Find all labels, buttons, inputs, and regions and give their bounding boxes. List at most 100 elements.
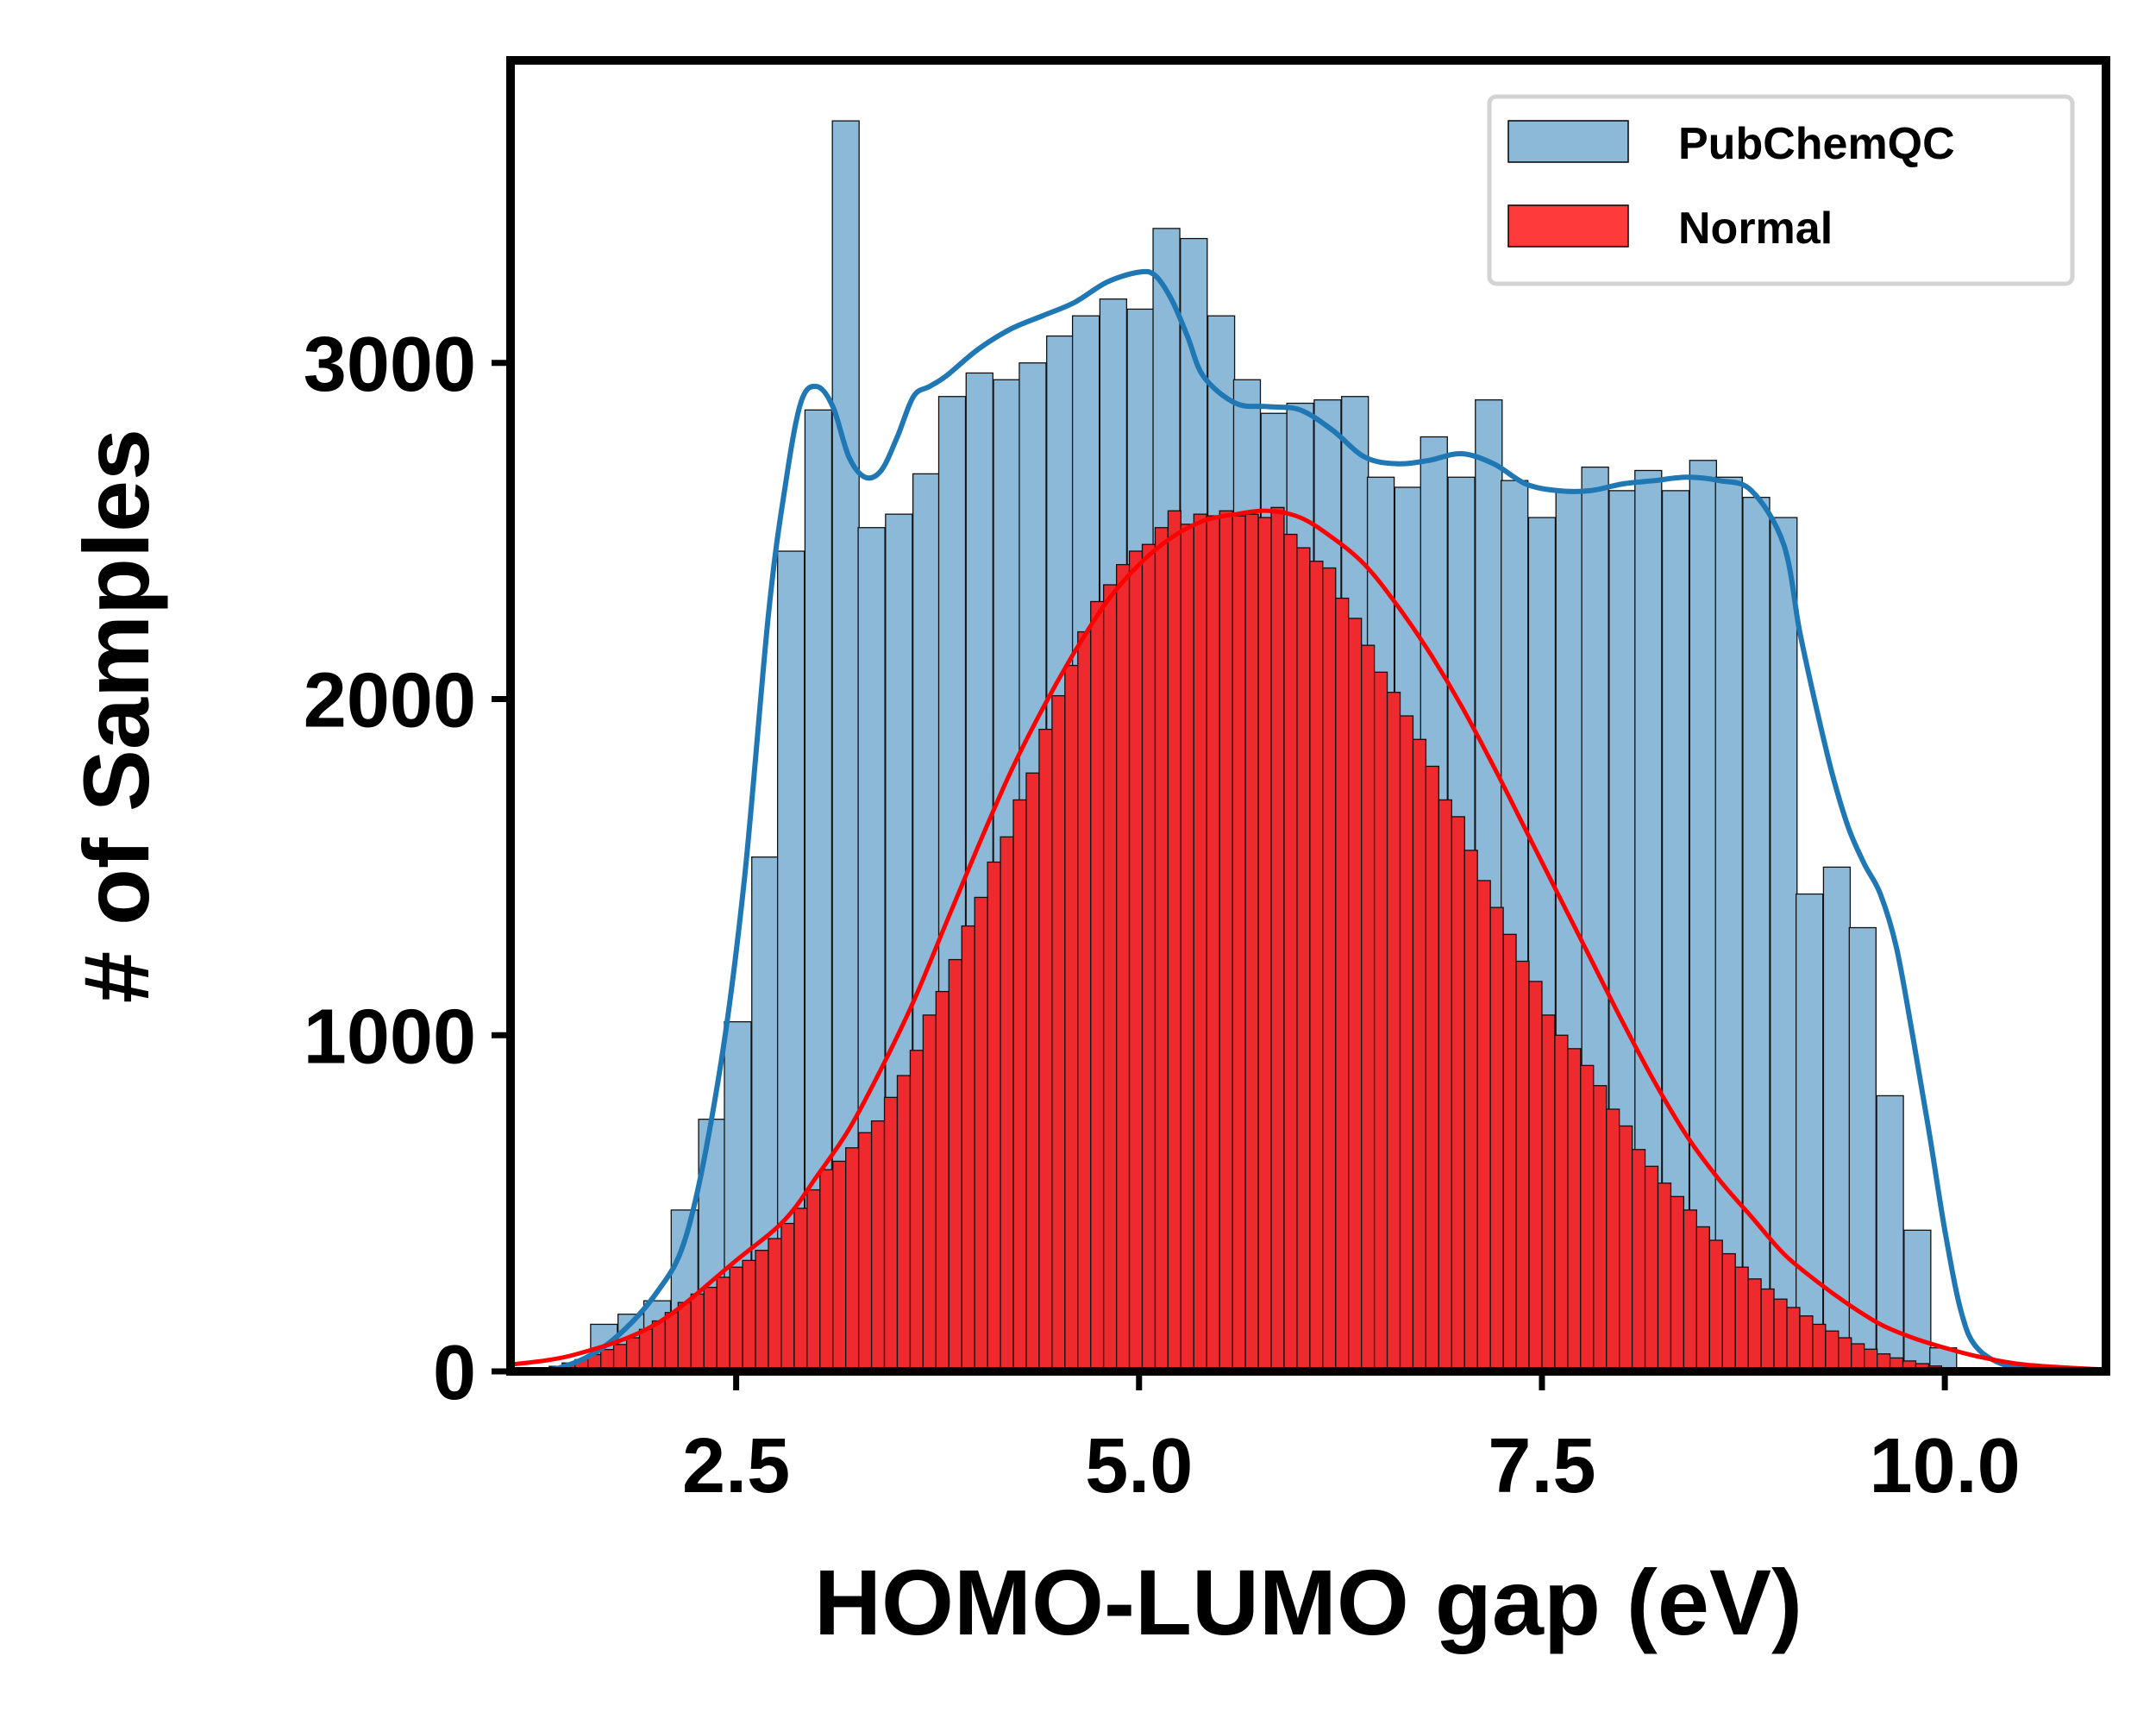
pubchemqc-bar [1742, 497, 1771, 1372]
plot-frame [506, 56, 2110, 1376]
normal-bar [1412, 738, 1427, 1372]
x-tick-label: 7.5 [1488, 1423, 1595, 1509]
pubchemqc-bar [1795, 893, 1824, 1372]
normal-bar [1515, 960, 1530, 1372]
normal-bar [1038, 728, 1053, 1372]
normal-bar [1335, 597, 1350, 1372]
normal-bar [793, 1208, 808, 1372]
y-tick-label: 0 [433, 1330, 476, 1416]
normal-bar [1799, 1315, 1814, 1372]
y-axis-ticks: 0 1000 2000 3000 [304, 322, 511, 1416]
x-axis-title: HOMO-LUMO gap (eV) [814, 1550, 1802, 1654]
y-tick-label: 2000 [304, 658, 476, 744]
normal-bar [1399, 715, 1414, 1372]
normal-bar [1077, 630, 1092, 1372]
normal-bar [1425, 765, 1440, 1372]
normal-bar [1206, 515, 1220, 1372]
normal-kde-line [510, 508, 2107, 1372]
normal-bar [1000, 836, 1014, 1372]
normal-bar [819, 1169, 834, 1372]
normal-bar [1812, 1323, 1827, 1372]
normal-bar [1528, 981, 1543, 1372]
x-tick-label: 2.5 [682, 1423, 790, 1509]
normal-bar [1541, 1014, 1556, 1372]
normal-bar [1593, 1085, 1608, 1372]
normal-bar [1721, 1252, 1736, 1372]
normal-bar [1644, 1165, 1659, 1372]
normal-bar [1141, 543, 1156, 1372]
normal-bar [1489, 906, 1504, 1372]
normal-bar [1631, 1149, 1646, 1372]
normal-bar [1708, 1239, 1723, 1372]
legend-swatch-normal [1507, 204, 1629, 248]
normal-bar [729, 1266, 743, 1372]
normal-bar [1451, 816, 1465, 1372]
normal-bar [664, 1312, 679, 1372]
normal-bar [703, 1286, 718, 1372]
normal-bar [690, 1293, 705, 1372]
pubchemqc-kde-line [510, 268, 2107, 1374]
normal-bar [1786, 1307, 1801, 1372]
normal-bar [883, 1096, 899, 1372]
normal-bar [1606, 1108, 1620, 1372]
x-axis-ticks: 2.5 5.0 7.5 10.0 [682, 1371, 2021, 1509]
normal-bar [974, 896, 988, 1372]
normal-bar [1180, 524, 1194, 1372]
normal-bar [1825, 1330, 1839, 1372]
normal-bar [1270, 506, 1285, 1372]
normal-bar [1012, 799, 1027, 1372]
pubchemqc-bar [1903, 1229, 1932, 1372]
y-tick-label: 3000 [304, 322, 476, 408]
normal-bar [755, 1250, 769, 1372]
normal-bar [742, 1259, 756, 1372]
x-tick-label: 10.0 [1870, 1423, 2021, 1509]
y-axis-title: # of Samples [64, 429, 168, 1003]
normal-bar [845, 1147, 860, 1372]
pubchemqc-bar [1822, 866, 1852, 1372]
normal-bar [961, 925, 975, 1372]
normal-bar [1025, 772, 1040, 1372]
normal-bar [1619, 1125, 1633, 1372]
normal-bar [1838, 1337, 1852, 1372]
normal-bar [1090, 600, 1105, 1372]
pubchemqc-bar [1770, 517, 1798, 1372]
normal-bars [536, 506, 2007, 1372]
normal-bar [857, 1132, 873, 1372]
normal-bar [1580, 1064, 1595, 1372]
normal-bar [1154, 527, 1169, 1372]
normal-bar [1219, 510, 1233, 1372]
normal-bar [780, 1222, 795, 1372]
normal-bar [1283, 533, 1298, 1372]
normal-bar [1103, 584, 1118, 1372]
pubchemqc-bar [1714, 476, 1743, 1372]
normal-bar [1554, 1034, 1569, 1372]
legend-box [1487, 94, 2075, 286]
normal-bar [1232, 515, 1246, 1372]
normal-bar [1386, 692, 1401, 1372]
y-tick-label: 1000 [304, 994, 476, 1080]
legend-swatch-pubchemqc [1507, 120, 1629, 163]
normal-bar [1734, 1266, 1749, 1372]
normal-bar [1760, 1288, 1775, 1372]
normal-bar [1309, 561, 1324, 1372]
legend-label-normal: Normal [1678, 204, 1833, 254]
normal-bar [1128, 550, 1144, 1372]
normal-bar [987, 861, 1001, 1372]
normal-bar [1322, 567, 1337, 1372]
normal-bar [1115, 563, 1131, 1372]
normal-bar [935, 990, 950, 1372]
legend-label-pubchemqc: PubChemQC [1678, 119, 1955, 169]
legend: PubChemQC Normal [1487, 94, 2075, 286]
normal-bar [1567, 1048, 1582, 1372]
normal-bar [716, 1276, 730, 1372]
normal-bar [1193, 513, 1207, 1372]
normal-bar [1296, 547, 1311, 1372]
normal-bar [1657, 1182, 1672, 1372]
normal-bar [806, 1189, 821, 1372]
normal-bar [1438, 799, 1452, 1372]
normal-bar [677, 1302, 692, 1372]
normal-bar [922, 1014, 937, 1372]
normal-bar [1167, 510, 1182, 1372]
normal-bar [1747, 1278, 1762, 1372]
